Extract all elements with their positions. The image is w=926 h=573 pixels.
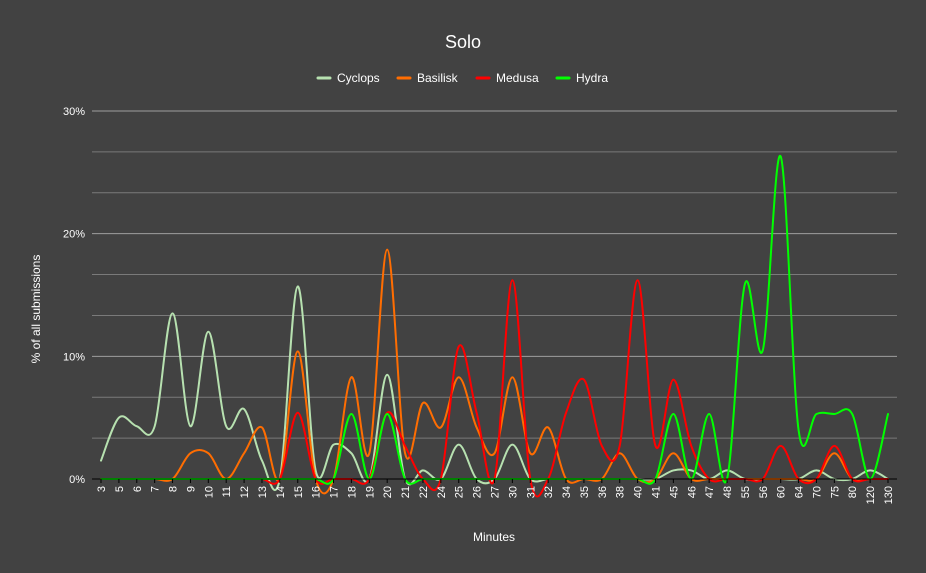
- y-tick-label: 30%: [63, 106, 85, 118]
- legend-label: Medusa: [496, 71, 539, 85]
- x-tick-label: 75: [829, 486, 841, 498]
- x-tick-label: 6: [132, 486, 144, 492]
- x-tick-label: 17: [329, 486, 341, 498]
- legend-item-cyclops[interactable]: Cyclops: [316, 71, 380, 85]
- x-tick-label: 21: [400, 486, 412, 498]
- x-tick-label: 130: [883, 486, 895, 504]
- x-tick-label: 27: [490, 486, 502, 498]
- x-tick-label: 30: [507, 486, 519, 498]
- x-tick-label: 19: [364, 486, 376, 498]
- y-tick-label: 0%: [69, 474, 85, 486]
- x-tick-label: 7: [150, 486, 162, 492]
- x-tick-label: 46: [686, 486, 698, 498]
- x-tick-label: 45: [668, 486, 680, 498]
- y-axis-title: % of all submissions: [29, 255, 43, 364]
- x-tick-label: 13: [257, 486, 269, 498]
- x-tick-label: 47: [704, 486, 716, 498]
- x-axis-title: Minutes: [473, 530, 515, 544]
- x-tick-label: 34: [561, 486, 573, 498]
- x-tick-label: 55: [740, 486, 752, 498]
- x-tick-label: 11: [221, 486, 233, 497]
- x-tick-label: 64: [794, 486, 806, 498]
- gridlines: [92, 110, 897, 439]
- x-tick-label: 18: [346, 486, 358, 498]
- series-line-basilisk: [100, 248, 889, 495]
- x-tick-label: 14: [275, 486, 287, 498]
- legend-label: Hydra: [576, 71, 608, 85]
- legend: Cyclops Basilisk Medusa Hydra: [316, 71, 608, 85]
- x-axis: 3 5 6 7 8 9 10 11 12 13 14 15 16 17 18 19 20 21 22 24 25 26 27…: [92, 478, 897, 504]
- x-tick-label: 31: [525, 486, 537, 498]
- legend-item-medusa[interactable]: Medusa: [475, 71, 539, 85]
- x-tick-label: 15: [293, 486, 305, 498]
- x-tick-label: 20: [382, 486, 394, 498]
- x-tick-label: 70: [811, 486, 823, 498]
- x-tick-label: 5: [114, 486, 126, 492]
- x-tick-label: 36: [597, 486, 609, 498]
- series-lines: [100, 155, 889, 498]
- legend-label: Cyclops: [337, 71, 380, 85]
- x-tick-label: 35: [579, 486, 591, 498]
- x-tick-label: 32: [543, 486, 555, 498]
- series-line-cyclops: [100, 285, 889, 491]
- x-tick-label: 40: [633, 486, 645, 498]
- x-tick-label: 26: [472, 486, 484, 498]
- y-tick-label: 10%: [63, 351, 85, 363]
- x-tick-label: 24: [436, 486, 448, 498]
- x-tick-label: 56: [758, 486, 770, 498]
- x-tick-label: 80: [847, 486, 859, 498]
- x-tick-label: 10: [203, 486, 215, 498]
- x-tick-label: 60: [776, 486, 788, 498]
- y-tick-label: 20%: [63, 229, 85, 241]
- legend-item-hydra[interactable]: Hydra: [555, 71, 608, 85]
- y-axis: 0% 10% 20% 30%: [63, 106, 85, 486]
- x-tick-label: 8: [168, 486, 180, 492]
- legend-label: Basilisk: [417, 71, 459, 85]
- x-tick-label: 48: [722, 486, 734, 498]
- x-tick-label: 3: [96, 486, 108, 492]
- x-tick-label: 12: [239, 486, 251, 498]
- x-tick-label: 120: [865, 486, 877, 504]
- x-tick-label: 9: [185, 486, 197, 492]
- series-line-hydra: [100, 155, 889, 485]
- x-tick-label: 16: [311, 486, 323, 498]
- x-tick-label: 22: [418, 486, 430, 498]
- x-tick-label: 25: [454, 486, 466, 498]
- legend-item-basilisk[interactable]: Basilisk: [396, 71, 459, 85]
- x-tick-label: 38: [615, 486, 627, 498]
- x-tick-label: 41: [650, 486, 662, 498]
- chart-title: Solo: [445, 32, 481, 52]
